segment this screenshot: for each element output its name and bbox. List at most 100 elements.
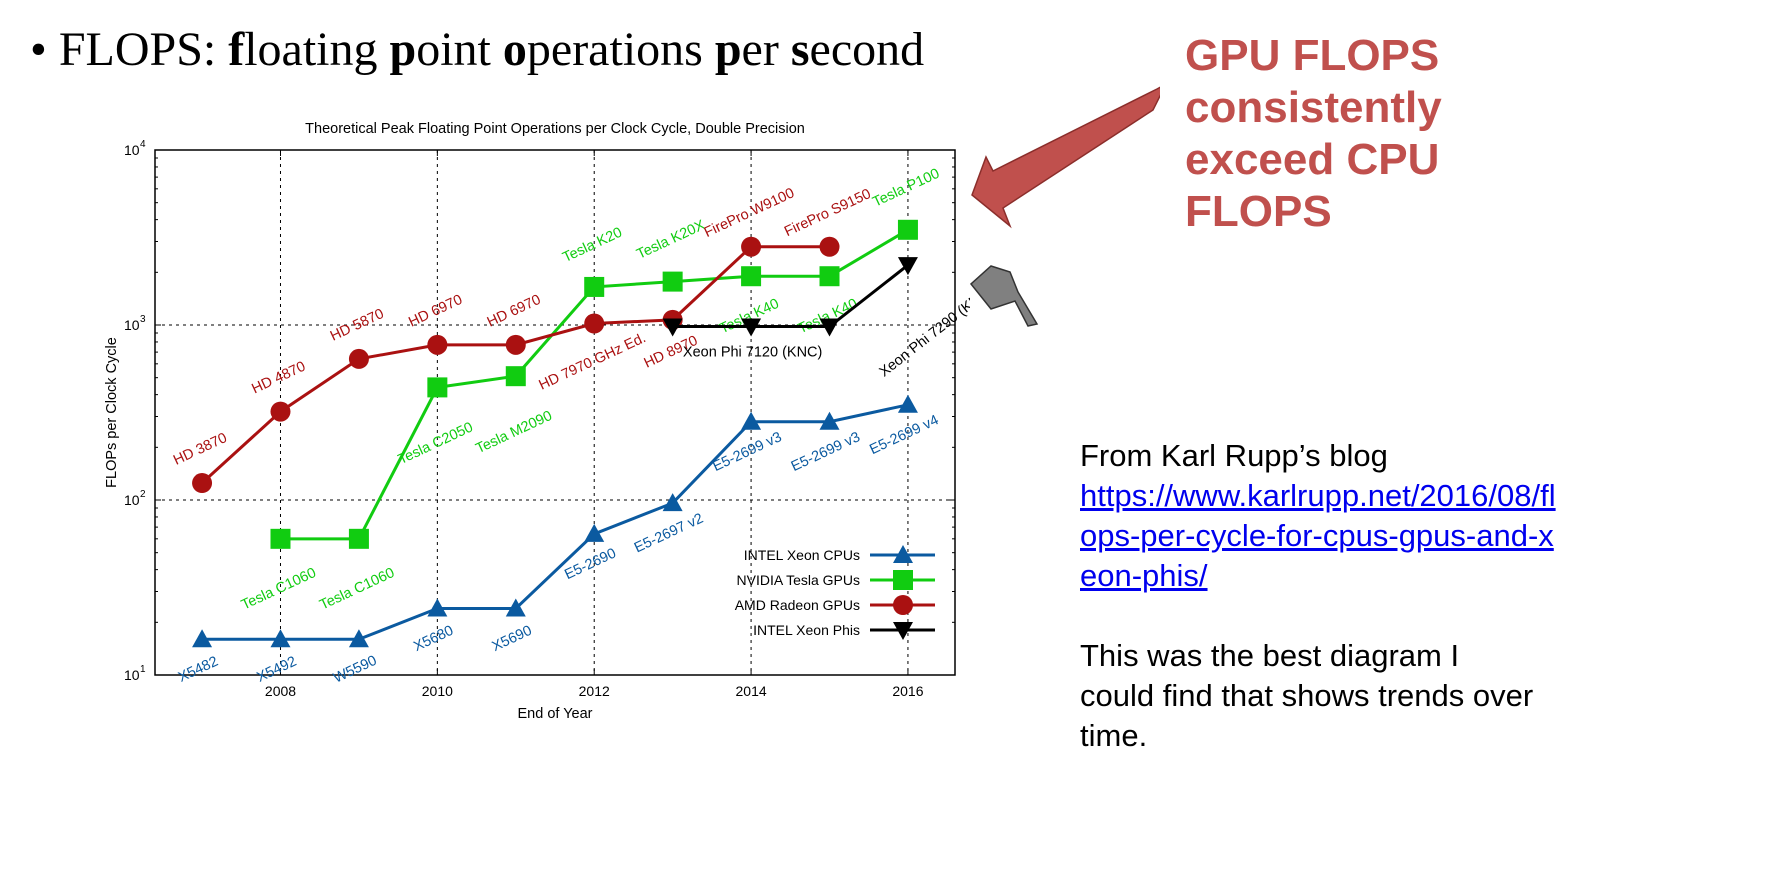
chart-title: Theoretical Peak Floating Point Operatio… bbox=[305, 121, 805, 137]
legend-item: NVIDIA Tesla GPUs bbox=[737, 570, 935, 590]
series-line bbox=[202, 403, 909, 641]
data-label: X5492 bbox=[254, 654, 299, 686]
heading-part: perations bbox=[526, 23, 715, 76]
data-point bbox=[662, 271, 683, 292]
data-label: Tesla C1060 bbox=[317, 565, 397, 614]
data-point bbox=[897, 257, 918, 276]
data-point bbox=[348, 348, 369, 369]
data-point bbox=[819, 411, 840, 430]
legend-item: INTEL Xeon CPUs bbox=[744, 545, 935, 563]
data-point bbox=[192, 473, 213, 494]
legend-marker bbox=[893, 545, 913, 563]
flops-chart: Theoretical Peak Floating Point Operatio… bbox=[104, 121, 970, 722]
heading-text: FLOPS: floating point operations per sec… bbox=[59, 23, 924, 76]
data-label: FirePro S9150 bbox=[782, 186, 874, 240]
data-point bbox=[741, 411, 762, 430]
y-tick-label: 10 3 bbox=[124, 314, 146, 333]
data-label: Tesla M2090 bbox=[473, 408, 554, 457]
y-tick-base: 10 bbox=[124, 667, 140, 683]
data-point bbox=[505, 334, 526, 355]
heading-part: econd bbox=[809, 23, 925, 76]
x-tick-label: 2010 bbox=[422, 683, 453, 699]
x-axis-label: End of Year bbox=[518, 706, 593, 722]
y-tick-base: 10 bbox=[124, 492, 140, 508]
heading-part: FLOPS: bbox=[58, 23, 229, 76]
bullet-dot: • bbox=[30, 23, 47, 76]
data-label: X5690 bbox=[490, 623, 535, 655]
data-label: Xeon Phi 7290 (KNL) bbox=[877, 283, 970, 380]
callout-text: GPU FLOPS consistently exceed CPU FLOPS bbox=[1185, 31, 1442, 236]
heading-part: loating bbox=[244, 23, 390, 76]
data-point bbox=[505, 598, 526, 617]
y-tick-exp: 1 bbox=[140, 664, 146, 675]
source-block: From Karl Rupp’s blog https://www.karlru… bbox=[1080, 436, 1560, 596]
data-point bbox=[741, 318, 762, 337]
data-label: Tesla C1060 bbox=[239, 565, 319, 614]
legend-label: NVIDIA Tesla GPUs bbox=[737, 572, 860, 588]
y-tick-label: 10 4 bbox=[124, 139, 146, 158]
callout-arrows bbox=[969, 86, 1160, 327]
legend-label: AMD Radeon GPUs bbox=[735, 597, 860, 613]
heading-part: er bbox=[741, 23, 791, 76]
legend-label: INTEL Xeon Phis bbox=[753, 622, 860, 638]
data-label: X5680 bbox=[411, 623, 456, 655]
data-label: Tesla K20 bbox=[560, 225, 624, 266]
data-label: Tesla K20X bbox=[634, 217, 708, 263]
data-point bbox=[897, 394, 918, 413]
data-point bbox=[192, 629, 213, 648]
data-label: E5-2690 bbox=[562, 545, 618, 583]
data-point bbox=[741, 236, 762, 257]
data-point bbox=[662, 318, 683, 337]
data-point bbox=[819, 266, 840, 287]
source-link[interactable]: https://www.karlrupp.net/2016/08/flops-p… bbox=[1080, 478, 1556, 593]
data-label: Xeon Phi 7120 (KNC) bbox=[683, 345, 822, 361]
legend: INTEL Xeon CPUs NVIDIA Tesla GPUs AMD Rade… bbox=[735, 545, 935, 640]
y-axis-label: FLOPs per Clock Cycle bbox=[104, 337, 120, 488]
heading-part: p bbox=[389, 23, 417, 76]
data-label: W5590 bbox=[331, 653, 379, 687]
note-text: This was the best diagram I could find t… bbox=[1080, 638, 1534, 753]
data-label: HD 7970 GHz Ed. bbox=[537, 330, 649, 394]
data-point bbox=[897, 219, 918, 240]
legend-marker bbox=[893, 595, 913, 615]
y-tick-base: 10 bbox=[124, 317, 140, 333]
y-tick-base: 10 bbox=[124, 142, 140, 158]
y-tick-label: 10 2 bbox=[124, 489, 146, 508]
heading-part: f bbox=[228, 23, 245, 76]
data-point bbox=[505, 366, 526, 387]
data-point bbox=[427, 598, 448, 617]
series-intel_cpu: X5482 X5492 W5590 X5680 X5690 E5-2690 E5-2697 … bbox=[176, 394, 941, 687]
data-point bbox=[348, 528, 369, 549]
data-point bbox=[270, 401, 291, 422]
plot-frame bbox=[154, 149, 956, 676]
heading-part: o bbox=[502, 23, 527, 76]
data-point bbox=[741, 266, 762, 287]
data-label: FirePro W9100 bbox=[702, 185, 797, 241]
x-tick-label: 2012 bbox=[579, 683, 610, 699]
y-tick-exp: 3 bbox=[140, 314, 146, 325]
data-point bbox=[348, 629, 369, 648]
data-label: X5482 bbox=[176, 654, 221, 686]
gray-arrow-icon bbox=[969, 265, 1039, 327]
data-point bbox=[662, 493, 683, 512]
legend-item: INTEL Xeon Phis bbox=[753, 622, 935, 640]
y-tick-exp: 4 bbox=[140, 139, 146, 150]
legend-label: INTEL Xeon CPUs bbox=[744, 547, 860, 563]
series-line bbox=[672, 263, 909, 329]
x-tick-label: 2008 bbox=[265, 683, 296, 699]
data-point bbox=[270, 528, 291, 549]
heading-part: oint bbox=[416, 23, 503, 76]
legend-item: AMD Radeon GPUs bbox=[735, 595, 935, 615]
x-tick-label: 2016 bbox=[892, 683, 923, 699]
data-label: E5-2697 v2 bbox=[632, 511, 706, 557]
data-point bbox=[427, 377, 448, 398]
data-label: E5-2699 v4 bbox=[867, 412, 941, 458]
data-point bbox=[584, 523, 605, 542]
data-point bbox=[819, 318, 840, 337]
heading-part: p bbox=[714, 23, 742, 76]
x-tick-label: 2014 bbox=[736, 683, 767, 699]
data-point bbox=[270, 629, 291, 648]
data-label: E5-2699 v3 bbox=[789, 429, 863, 475]
data-point bbox=[427, 334, 448, 355]
data-point bbox=[819, 236, 840, 257]
